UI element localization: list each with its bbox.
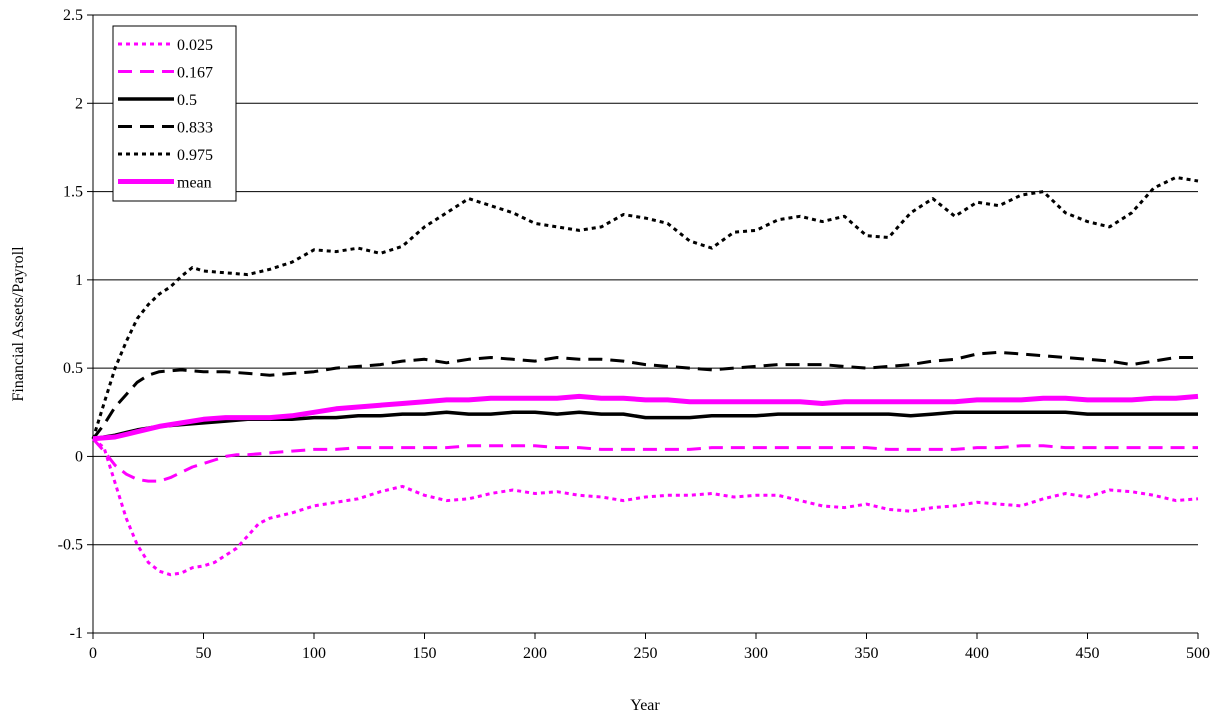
- series-line-0-975: [91, 175, 1199, 440]
- y-tick-label: 0.5: [63, 360, 83, 377]
- legend-label: 0.975: [177, 147, 213, 164]
- x-tick-label: 350: [855, 645, 879, 662]
- x-tick-labels: 0 50 100 150 200 250 300 350 400 450 500: [89, 633, 1210, 662]
- y-tick-label: 0: [75, 448, 83, 465]
- x-tick-label: 500: [1186, 645, 1210, 662]
- x-tick-label: 200: [523, 645, 547, 662]
- x-tick-label: 50: [196, 645, 212, 662]
- y-tick-label: 2.5: [63, 7, 83, 24]
- x-tick-label: 400: [965, 645, 989, 662]
- legend: 0.025 0.167 0.5 0.833 0.975 mean: [112, 25, 237, 202]
- x-tick-label: 250: [634, 645, 658, 662]
- y-tick-label: -1: [70, 625, 83, 642]
- series-line-0-167: [91, 437, 1198, 483]
- series-line-mean: [92, 393, 1199, 442]
- y-tick-label: 1.5: [63, 184, 83, 201]
- x-tick-label: 100: [302, 645, 326, 662]
- gridlines: [87, 14, 1198, 634]
- y-tick-label: 2: [75, 95, 83, 112]
- x-tick-label: 450: [1076, 645, 1100, 662]
- x-tick-label: 150: [413, 645, 437, 662]
- legend-label: 0.833: [177, 120, 213, 137]
- series-lines: [91, 175, 1199, 577]
- legend-label: 0.025: [177, 37, 213, 54]
- x-tick-label: 0: [89, 645, 97, 662]
- x-tick-label: 300: [744, 645, 768, 662]
- series-line-0-833: [91, 350, 1198, 440]
- y-tick-label: 1: [75, 272, 83, 289]
- x-axis-title: Year: [630, 697, 660, 714]
- legend-box: [112, 25, 237, 202]
- y-tick-labels: -1 -0.5 0 0.5 1 1.5 2 2.5: [58, 7, 83, 642]
- y-axis-title: Financial Assets/Payroll: [10, 246, 27, 402]
- series-line-0-025: [92, 437, 1199, 577]
- legend-label: 0.167: [177, 65, 213, 82]
- legend-label: 0.5: [177, 92, 197, 109]
- legend-label: mean: [177, 175, 212, 192]
- axes: [92, 15, 1198, 634]
- y-tick-label: -0.5: [58, 537, 83, 554]
